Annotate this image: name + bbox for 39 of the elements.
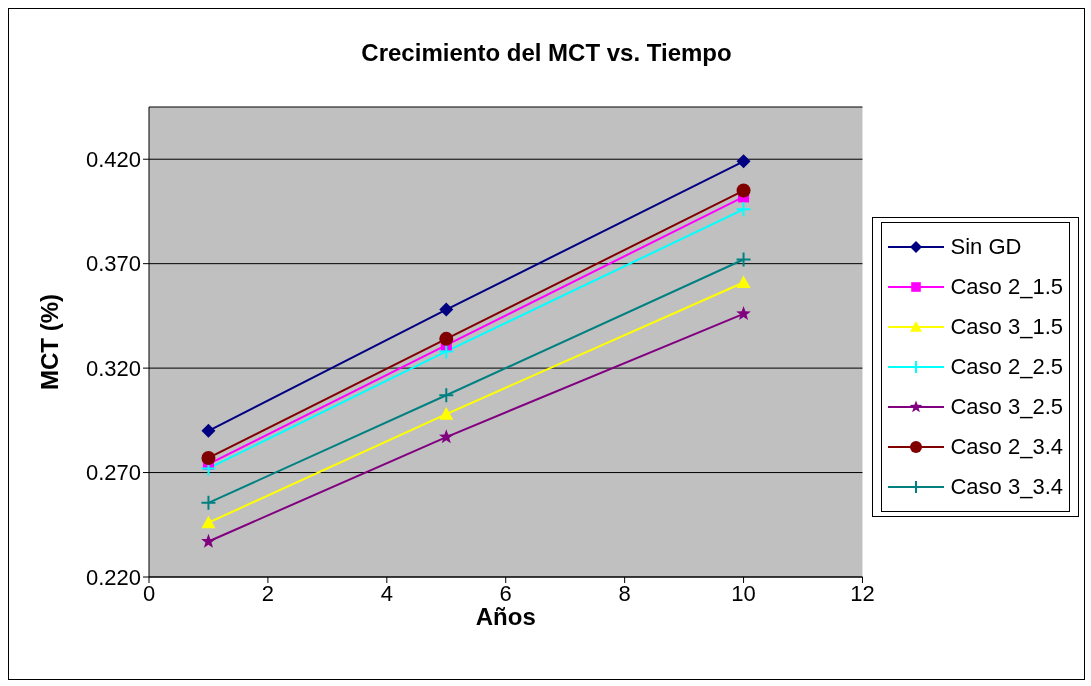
point [736, 306, 751, 321]
legend-label: Caso 2_1.5 [950, 274, 1063, 300]
point [438, 429, 454, 444]
point [201, 533, 216, 548]
point [736, 275, 751, 289]
legend-label: Caso 3_1.5 [950, 314, 1063, 340]
point [200, 494, 217, 511]
point [439, 331, 454, 346]
x-tick-label: 12 [850, 580, 875, 606]
y-tick-label: 0.420 [85, 147, 141, 173]
legend-label: Caso 2_3.4 [950, 434, 1063, 460]
point [736, 183, 751, 198]
point [201, 515, 216, 529]
x-tick-label: 4 [380, 580, 393, 606]
legend-label: Caso 3_3.4 [950, 474, 1063, 500]
legend-label: Caso 3_2.5 [950, 394, 1063, 420]
point [438, 387, 455, 404]
x-axis-title: Años [475, 603, 536, 630]
y-tick-label: 0.220 [85, 564, 141, 590]
point [736, 154, 751, 169]
y-tick-label: 0.270 [85, 460, 141, 486]
x-tick-label: 2 [261, 580, 275, 606]
point [735, 201, 752, 218]
point [439, 302, 454, 317]
legend-label: Caso 2_2.5 [950, 354, 1063, 380]
y-axis-title: MCT (%) [35, 294, 63, 390]
x-tick-label: 8 [618, 580, 631, 606]
y-tick-label: 0.370 [85, 251, 141, 277]
x-tick-label: 0 [142, 580, 156, 606]
y-tick-label: 0.320 [85, 355, 141, 381]
point [735, 251, 752, 268]
chart-title: Crecimiento del MCT vs. Tiempo [360, 38, 733, 67]
x-tick-label: 6 [499, 580, 512, 606]
point [201, 423, 216, 438]
legend-label: Sin GD [950, 234, 1022, 260]
point [438, 343, 455, 360]
x-tick-label: 10 [731, 580, 756, 606]
point [439, 407, 454, 420]
point [201, 450, 216, 465]
